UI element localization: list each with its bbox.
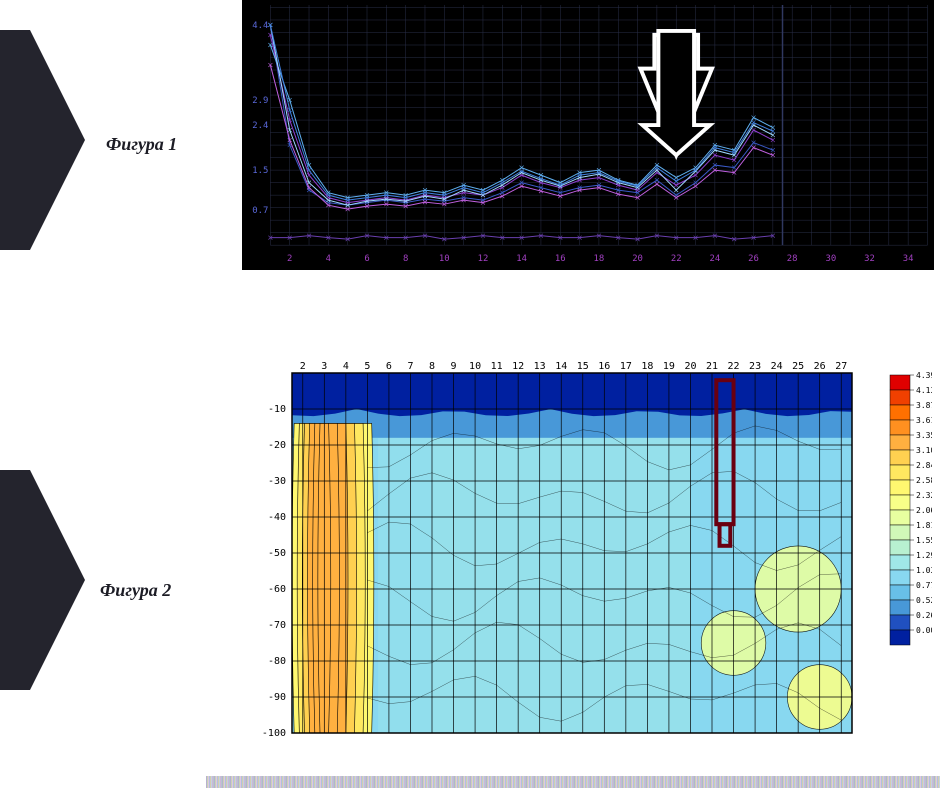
svg-text:22: 22 (671, 254, 682, 264)
svg-text:2.58: 2.58 (916, 476, 932, 485)
svg-text:4: 4 (343, 361, 349, 372)
svg-text:-10: -10 (268, 404, 286, 415)
svg-text:2.84: 2.84 (916, 461, 932, 470)
svg-text:13: 13 (534, 361, 546, 372)
decorative-arrow-1 (0, 30, 90, 250)
svg-text:-60: -60 (268, 584, 286, 595)
svg-text:-20: -20 (268, 440, 286, 451)
svg-text:26: 26 (748, 254, 759, 264)
svg-text:18: 18 (594, 254, 605, 264)
svg-text:18: 18 (641, 361, 653, 372)
svg-text:2.32: 2.32 (916, 491, 932, 500)
svg-text:7: 7 (407, 361, 413, 372)
svg-text:1.5: 1.5 (252, 166, 268, 176)
svg-text:32: 32 (864, 254, 875, 264)
svg-text:2.06: 2.06 (916, 506, 932, 515)
svg-text:12: 12 (512, 361, 524, 372)
svg-text:24: 24 (771, 361, 783, 372)
chart-1: 0.71.52.42.94.42468101214161820222426283… (242, 0, 934, 270)
svg-text:11: 11 (491, 361, 503, 372)
svg-text:3.10: 3.10 (916, 446, 932, 455)
svg-text:-90: -90 (268, 692, 286, 703)
svg-text:1.29: 1.29 (916, 551, 932, 560)
svg-text:26: 26 (814, 361, 826, 372)
svg-text:1.03: 1.03 (916, 566, 932, 575)
svg-text:3.87: 3.87 (916, 401, 932, 410)
svg-text:19: 19 (663, 361, 675, 372)
svg-text:24: 24 (710, 254, 721, 264)
svg-text:12: 12 (478, 254, 489, 264)
decorative-arrow-2 (0, 470, 90, 690)
svg-text:-40: -40 (268, 512, 286, 523)
svg-text:16: 16 (598, 361, 610, 372)
svg-text:17: 17 (620, 361, 632, 372)
svg-text:10: 10 (439, 254, 450, 264)
svg-text:-70: -70 (268, 620, 286, 631)
svg-text:6: 6 (364, 254, 369, 264)
figure-2-label: Фигура 2 (100, 580, 171, 601)
chart-2: 2345678910111213141516171819202122232425… (252, 355, 932, 750)
svg-text:1.55: 1.55 (916, 536, 932, 545)
svg-text:0.7: 0.7 (252, 206, 268, 216)
svg-text:0.77: 0.77 (916, 581, 932, 590)
svg-text:4.13: 4.13 (916, 386, 932, 395)
svg-text:15: 15 (577, 361, 589, 372)
svg-text:5: 5 (364, 361, 370, 372)
svg-text:-100: -100 (262, 728, 286, 739)
svg-text:0.00: 0.00 (916, 626, 932, 635)
svg-text:0.52: 0.52 (916, 596, 932, 605)
svg-text:6: 6 (386, 361, 392, 372)
decorative-noise-strip (206, 776, 940, 788)
svg-text:16: 16 (555, 254, 566, 264)
page-root: Фигура 1 Фигура 2 0.71.52.42.94.42468101… (0, 0, 940, 788)
svg-text:2: 2 (287, 254, 292, 264)
figure-1-label: Фигура 1 (106, 134, 177, 155)
svg-text:30: 30 (825, 254, 836, 264)
svg-text:14: 14 (516, 254, 527, 264)
svg-text:-50: -50 (268, 548, 286, 559)
svg-text:2.4: 2.4 (252, 121, 268, 131)
svg-text:8: 8 (429, 361, 435, 372)
svg-text:-30: -30 (268, 476, 286, 487)
svg-text:34: 34 (903, 254, 914, 264)
svg-text:27: 27 (835, 361, 847, 372)
svg-text:10: 10 (469, 361, 481, 372)
svg-text:8: 8 (403, 254, 408, 264)
svg-text:1.81: 1.81 (916, 521, 932, 530)
svg-text:20: 20 (684, 361, 696, 372)
svg-text:4: 4 (326, 254, 331, 264)
chart-2-svg: 2345678910111213141516171819202122232425… (252, 355, 932, 750)
svg-text:-80: -80 (268, 656, 286, 667)
svg-text:3.35: 3.35 (916, 431, 932, 440)
chart-1-svg: 0.71.52.42.94.42468101214161820222426283… (243, 1, 933, 269)
svg-text:20: 20 (632, 254, 643, 264)
svg-text:3.61: 3.61 (916, 416, 932, 425)
svg-text:25: 25 (792, 361, 804, 372)
svg-text:21: 21 (706, 361, 718, 372)
svg-text:0.26: 0.26 (916, 611, 932, 620)
svg-text:28: 28 (787, 254, 798, 264)
svg-text:2: 2 (300, 361, 306, 372)
svg-text:9: 9 (451, 361, 457, 372)
svg-text:2.9: 2.9 (252, 96, 268, 106)
svg-text:4.39: 4.39 (916, 371, 932, 380)
svg-text:4.4: 4.4 (252, 21, 268, 31)
svg-text:3: 3 (321, 361, 327, 372)
svg-text:14: 14 (555, 361, 567, 372)
svg-text:23: 23 (749, 361, 761, 372)
svg-text:22: 22 (728, 361, 740, 372)
